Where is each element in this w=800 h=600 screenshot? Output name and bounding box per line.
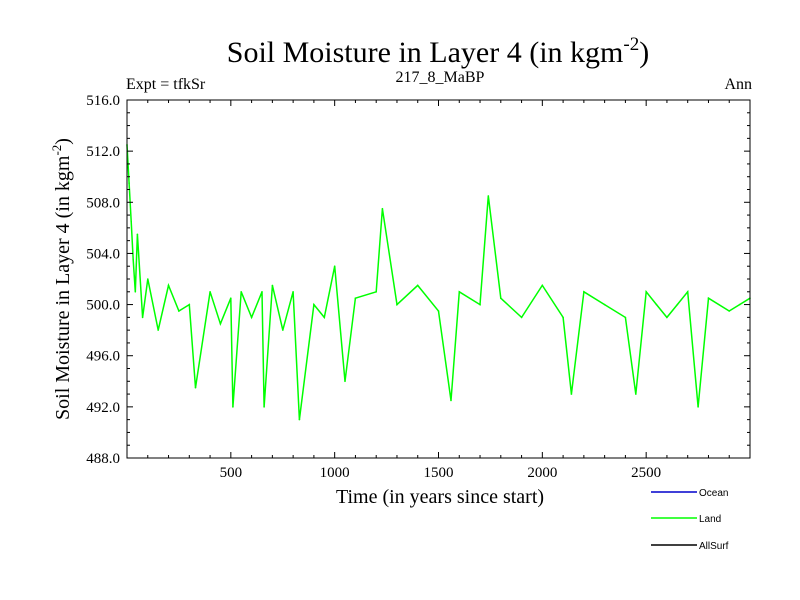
data-point [676,303,679,306]
data-point [458,291,461,293]
data-point [396,303,398,306]
y-tick-label: 512.0 [86,144,120,160]
data-point [381,207,384,210]
y-tick-label: 488.0 [86,451,120,467]
data-point [282,329,284,331]
data-point [313,303,315,306]
data-point [450,399,452,402]
data-point [130,220,132,223]
data-point [232,406,234,408]
data-point [479,303,481,306]
data-point [292,291,294,293]
y-tick-label: 500.0 [86,298,120,314]
data-point [487,195,490,197]
y-tick-label: 516.0 [86,93,120,109]
data-point [230,297,232,300]
data-point [562,316,564,319]
data-point [603,303,606,306]
data-point [141,316,144,319]
data-point [645,291,647,293]
data-point [157,329,159,331]
data-point [624,316,627,319]
legend: Ocean Land AllSurf [651,488,729,552]
data-point [728,310,730,312]
x-tick-label: 2500 [631,465,661,481]
data-point [263,406,265,408]
data-point [500,297,502,300]
season-label: Ann [724,76,752,93]
period-label: 217_8_MaBP [396,69,485,86]
x-axis-label: Time (in years since start) [336,486,544,508]
data-point [250,316,253,319]
chart-title-main: Soil Moisture in Layer 4 (in kgm [227,36,624,69]
data-point [655,303,658,306]
data-point [738,303,741,306]
legend-label-ocean: Ocean [699,488,728,499]
series-line-land [126,144,751,420]
x-tick-label: 2000 [527,465,557,481]
y-tick-label: 504.0 [86,246,120,262]
svg-text:Soil Moisture in Layer 4 (in k: Soil Moisture in Layer 4 (in kgm-2) [227,34,649,69]
legend-label-allsurf: AllSurf [699,541,729,552]
data-point [344,380,346,383]
data-point [707,297,710,300]
data-point [333,265,336,268]
series-layer [126,144,751,421]
chart-title-close: ) [639,36,649,69]
data-point [194,386,197,389]
data-point [209,291,211,293]
data-point [178,310,180,312]
data-point [697,406,699,408]
data-point [132,259,134,261]
chart-title: Soil Moisture in Layer 4 (in kgm-2) [227,34,649,69]
data-point [134,291,137,293]
x-tick-label: 1000 [320,465,350,481]
data-point [375,291,378,293]
data-point [167,284,170,287]
data-point [666,316,668,319]
data-point [520,316,523,319]
y-tick-label: 492.0 [86,400,120,416]
data-point [686,291,689,293]
y-tick-label: 496.0 [86,349,120,365]
axis-ticks: 488.0 492.0 496.0 500.0 504.0 508.0 512.0 516.0… [86,93,750,481]
data-point [635,393,637,395]
data-point [147,278,149,280]
data-point [188,303,191,306]
y-axis-label: Soil Moisture in Layer 4 (in kgm-2) [49,138,74,420]
legend-label-land: Land [699,514,721,525]
y-tick-label: 508.0 [86,195,120,211]
data-point [261,291,263,293]
data-point [136,233,139,236]
data-point [298,418,301,421]
data-point [416,284,419,287]
data-point [583,291,585,293]
data-point [354,297,357,300]
experiment-label: Expt = tfkSr [126,76,206,93]
data-point [271,284,274,287]
data-point [541,284,544,287]
plot-frame [126,99,751,459]
data-point [219,323,222,325]
data-point [128,182,130,184]
chart-title-superscript: -2 [623,34,639,55]
data-point [240,291,242,293]
data-point [570,393,573,395]
data-point [323,316,326,319]
x-tick-label: 1500 [424,465,454,481]
x-tick-label: 500 [220,465,243,481]
data-point [437,310,440,312]
